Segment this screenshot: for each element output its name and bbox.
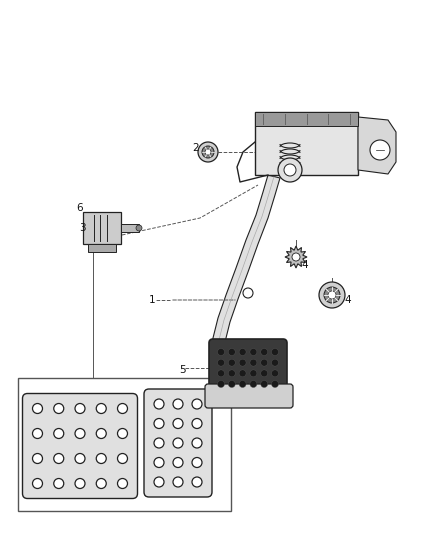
- Circle shape: [198, 142, 218, 162]
- Circle shape: [54, 403, 64, 414]
- Circle shape: [32, 479, 42, 489]
- Circle shape: [239, 370, 246, 377]
- Circle shape: [54, 479, 64, 489]
- Circle shape: [192, 418, 202, 429]
- Polygon shape: [285, 246, 307, 268]
- Circle shape: [154, 477, 164, 487]
- Circle shape: [96, 403, 106, 414]
- Circle shape: [228, 370, 235, 377]
- Circle shape: [192, 399, 202, 409]
- Circle shape: [239, 359, 246, 366]
- Circle shape: [370, 140, 390, 160]
- Circle shape: [272, 359, 279, 366]
- Circle shape: [250, 359, 257, 366]
- Circle shape: [239, 381, 246, 387]
- Circle shape: [173, 438, 183, 448]
- Circle shape: [261, 370, 268, 377]
- Circle shape: [218, 349, 225, 356]
- Circle shape: [32, 403, 42, 414]
- Circle shape: [250, 370, 257, 377]
- Circle shape: [261, 381, 268, 387]
- FancyBboxPatch shape: [22, 393, 138, 498]
- Circle shape: [154, 438, 164, 448]
- Circle shape: [228, 349, 235, 356]
- Circle shape: [173, 418, 183, 429]
- Circle shape: [250, 349, 257, 356]
- Bar: [255, 112, 358, 126]
- FancyBboxPatch shape: [255, 112, 358, 175]
- Circle shape: [117, 403, 127, 414]
- Circle shape: [328, 291, 336, 299]
- Circle shape: [75, 429, 85, 439]
- Circle shape: [239, 349, 246, 356]
- FancyBboxPatch shape: [209, 339, 287, 397]
- Circle shape: [272, 370, 279, 377]
- Polygon shape: [358, 117, 396, 174]
- Circle shape: [261, 349, 268, 356]
- Circle shape: [173, 399, 183, 409]
- Circle shape: [136, 225, 142, 231]
- Circle shape: [218, 370, 225, 377]
- Bar: [83, 212, 121, 244]
- Text: 4: 4: [345, 295, 351, 305]
- Circle shape: [272, 381, 279, 387]
- Circle shape: [154, 418, 164, 429]
- Text: 1: 1: [148, 295, 155, 305]
- Circle shape: [324, 287, 340, 303]
- Circle shape: [96, 454, 106, 464]
- Circle shape: [32, 454, 42, 464]
- Circle shape: [75, 454, 85, 464]
- Circle shape: [228, 359, 235, 366]
- Text: 5: 5: [179, 365, 185, 375]
- Circle shape: [205, 149, 211, 155]
- Circle shape: [117, 479, 127, 489]
- Circle shape: [250, 381, 257, 387]
- Text: 4: 4: [302, 260, 308, 270]
- Circle shape: [218, 381, 225, 387]
- Circle shape: [96, 479, 106, 489]
- Text: 3: 3: [79, 223, 85, 233]
- Circle shape: [272, 349, 279, 356]
- Circle shape: [261, 359, 268, 366]
- Circle shape: [192, 477, 202, 487]
- Circle shape: [54, 454, 64, 464]
- Circle shape: [173, 457, 183, 467]
- Circle shape: [192, 457, 202, 467]
- Text: 2: 2: [193, 143, 199, 153]
- Circle shape: [284, 164, 296, 176]
- Circle shape: [117, 454, 127, 464]
- Circle shape: [154, 399, 164, 409]
- FancyBboxPatch shape: [144, 389, 212, 497]
- Text: 6: 6: [77, 203, 83, 213]
- Bar: [88, 244, 116, 252]
- Circle shape: [319, 282, 345, 308]
- Circle shape: [218, 359, 225, 366]
- Circle shape: [173, 477, 183, 487]
- Circle shape: [96, 429, 106, 439]
- Circle shape: [228, 381, 235, 387]
- Circle shape: [192, 438, 202, 448]
- Bar: [18, 378, 231, 511]
- Circle shape: [278, 158, 302, 182]
- Circle shape: [75, 479, 85, 489]
- Circle shape: [117, 429, 127, 439]
- Circle shape: [202, 146, 214, 158]
- FancyBboxPatch shape: [205, 384, 293, 408]
- Circle shape: [75, 403, 85, 414]
- Circle shape: [32, 429, 42, 439]
- Circle shape: [54, 429, 64, 439]
- Bar: [121, 224, 139, 232]
- Circle shape: [243, 288, 253, 298]
- Circle shape: [292, 253, 300, 261]
- Circle shape: [154, 457, 164, 467]
- Polygon shape: [212, 175, 280, 372]
